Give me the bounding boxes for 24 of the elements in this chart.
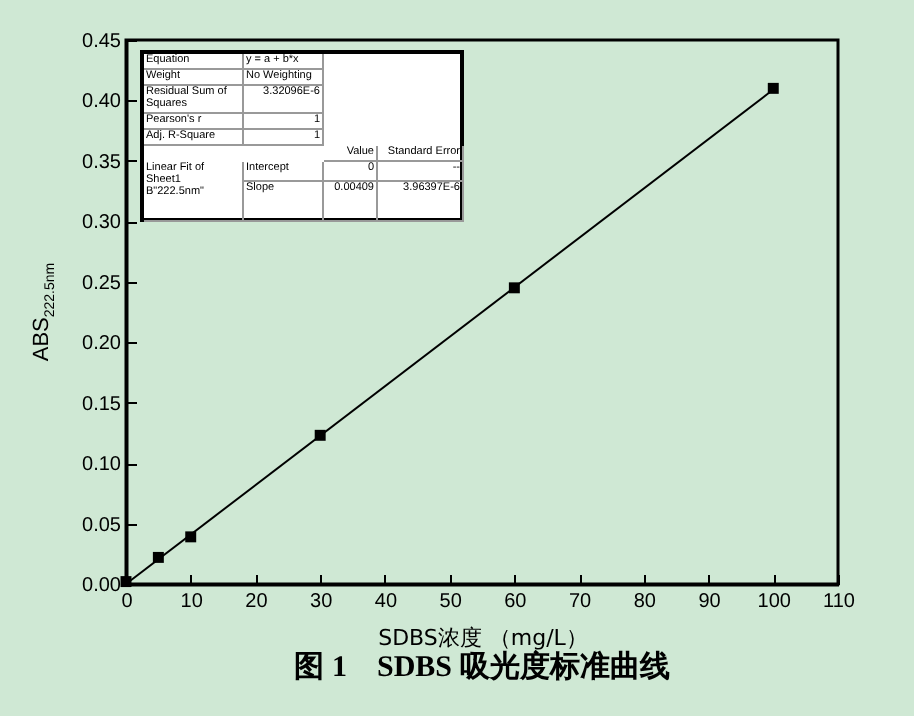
y-tick-label: 0.30	[82, 212, 122, 235]
y-tick-label: 0.40	[82, 91, 122, 114]
x-tick-label: 80	[633, 591, 657, 613]
y-tick-label: 0.35	[82, 151, 122, 174]
x-axis-title: SDBS浓度 （mg/L）	[378, 625, 588, 651]
x-tick-label: 30	[310, 591, 334, 613]
text: 图 1 SDBS 吸光度标准曲线	[294, 648, 670, 684]
x-tick-label: 20	[245, 591, 269, 613]
x-tick-label: 100	[757, 591, 792, 613]
x-tick-label: 70	[568, 591, 593, 613]
y-tick-label: 0.15	[82, 393, 122, 416]
y-tick-label: 0.45	[82, 31, 122, 53]
y-tick-label: 0.00	[82, 575, 122, 597]
x-tick-label: 40	[374, 591, 398, 613]
y-tick-label: 0.10	[82, 454, 122, 477]
x-tick-label: 0	[121, 591, 134, 613]
x-tick-label: 50	[439, 591, 463, 613]
x-tick-label: 110	[823, 591, 856, 613]
x-tick-label: 60	[504, 591, 528, 613]
x-tick-label: 90	[698, 591, 722, 613]
y-tick-label: 0.05	[82, 514, 122, 537]
y-tick-label: 0.25	[82, 272, 122, 295]
y-tick-label: 0.20	[82, 333, 122, 356]
x-tick-label: 10	[180, 591, 204, 613]
